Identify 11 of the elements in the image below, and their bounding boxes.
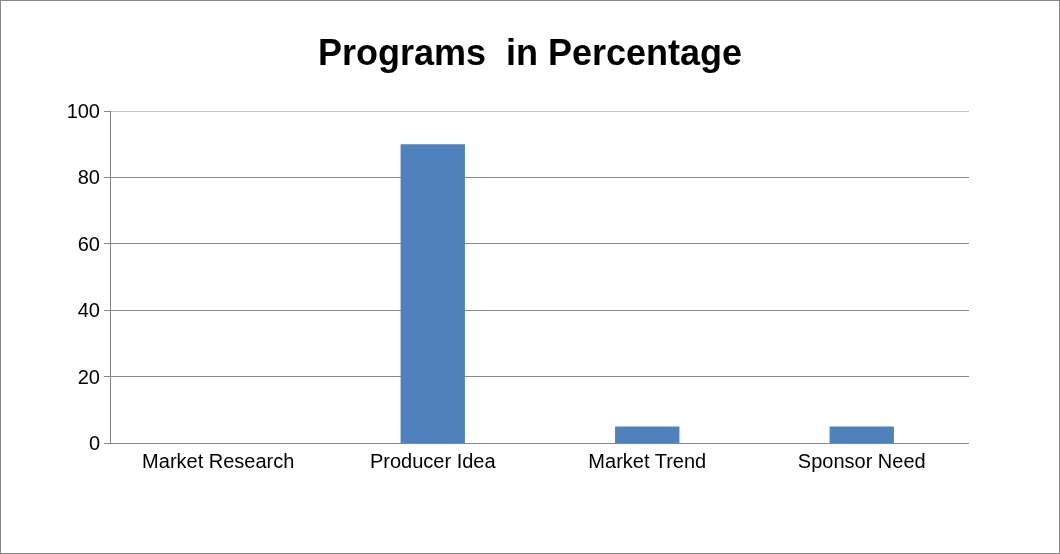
x-tick-label: Producer Idea <box>369 450 497 472</box>
y-tick-label: 0 <box>88 432 100 454</box>
x-tick-label: Sponsor Need <box>797 450 926 472</box>
y-tick-label: 100 <box>66 100 100 122</box>
y-tick-label: 40 <box>77 299 100 322</box>
y-tick-label: 20 <box>77 365 100 388</box>
chart-title: Programs in Percentage <box>317 31 743 73</box>
y-tick-label: 60 <box>77 232 100 255</box>
x-tick-label: Market Research <box>142 450 295 472</box>
x-tick-label: Market Trend <box>588 450 707 472</box>
y-tick-label: 80 <box>77 166 100 189</box>
